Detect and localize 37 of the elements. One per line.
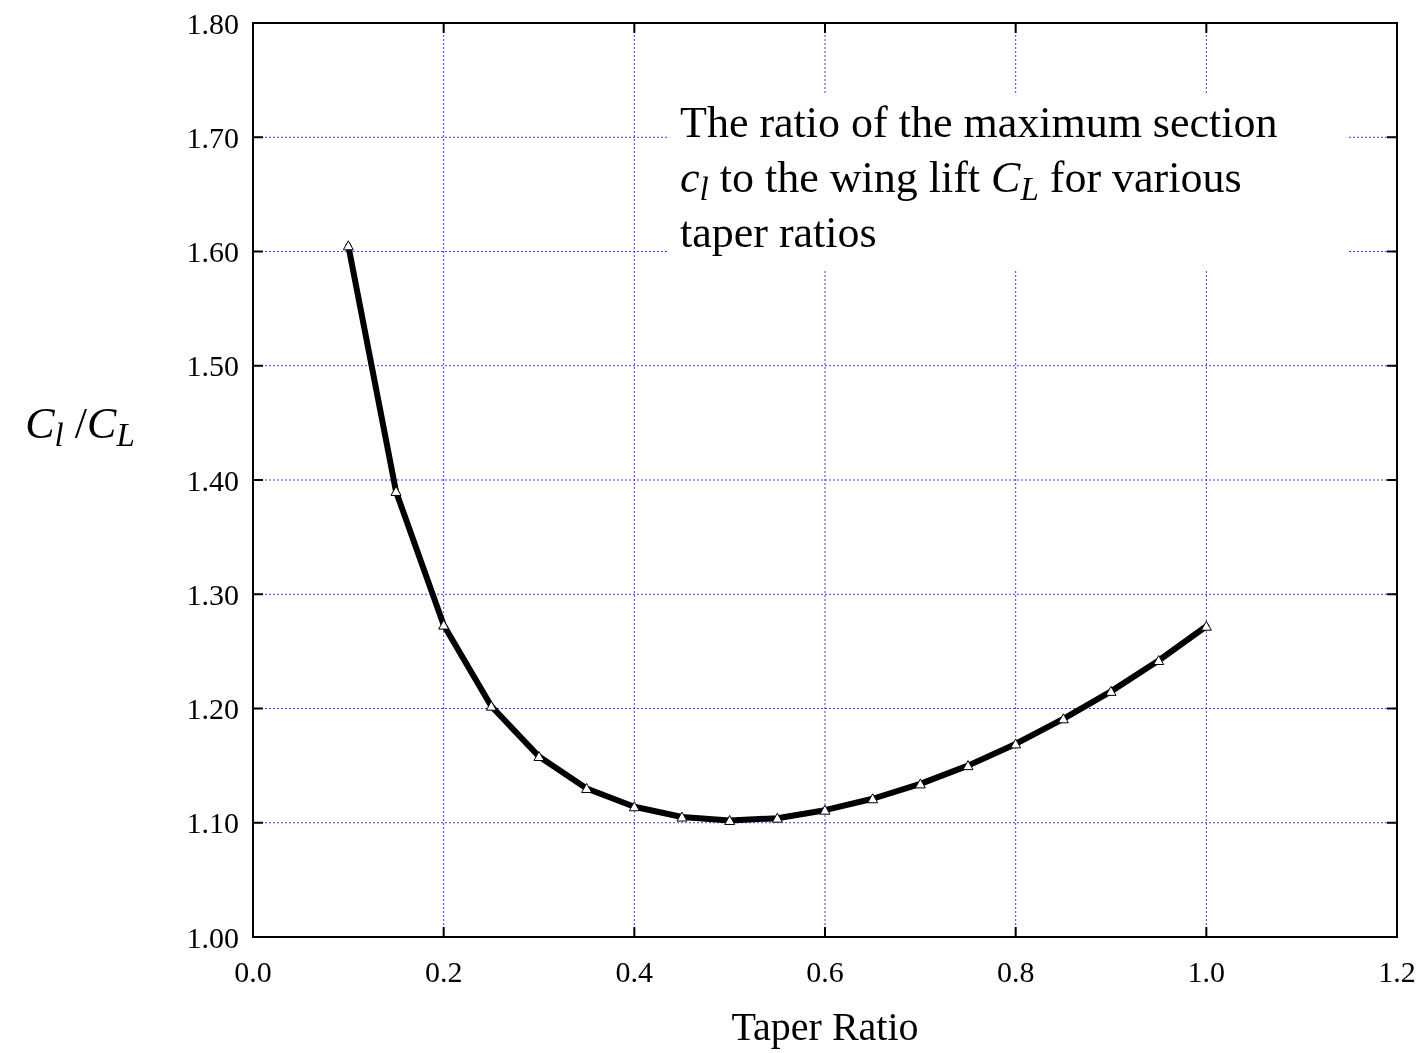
x-tick-label: 0.8: [996, 955, 1035, 988]
point: [581, 782, 593, 793]
x-axis-title: Taper Ratio: [731, 1004, 919, 1049]
point: [676, 811, 688, 822]
point: [1153, 655, 1165, 666]
point: [1200, 620, 1212, 631]
y-tick-label: 1.80: [186, 6, 239, 40]
point: [485, 700, 497, 711]
point: [724, 814, 736, 825]
y-tick-label: 1.60: [186, 235, 239, 268]
point: [1057, 713, 1069, 724]
y-tick-label: 1.70: [186, 120, 239, 154]
x-tick-label: 1.0: [1187, 955, 1226, 988]
point: [771, 812, 783, 823]
x-tick-label: 0.0: [234, 955, 272, 988]
y-axis-title: C$_{l}$ /C$_{L}$: [25, 399, 135, 454]
x-tick-label: 1.2: [1378, 955, 1416, 988]
point: [962, 760, 974, 771]
x-tick-label: 0.2: [424, 955, 463, 988]
point: [390, 485, 402, 496]
y-tick-label: 1.50: [186, 349, 239, 383]
y-tick-label: 1.20: [186, 692, 239, 725]
x-tick-label: 0.6: [806, 955, 844, 988]
point: [867, 793, 879, 804]
point: [1105, 685, 1117, 696]
point: [914, 778, 926, 789]
point: [1010, 738, 1022, 749]
y-tick-label: 1.40: [186, 463, 239, 497]
point: [342, 240, 354, 251]
text: The ratio of the maximum section c$_{l}$ to the wing lift C$_{L}$ for various taper ratios: [680, 98, 1278, 257]
y-tick-label: 1.00: [186, 920, 239, 954]
point: [819, 804, 831, 815]
point: [628, 801, 640, 812]
y-tick-label: 1.10: [186, 806, 239, 840]
y-tick-label: 1.30: [186, 577, 239, 611]
point: [438, 619, 450, 630]
x-tick-label: 0.4: [615, 955, 654, 988]
